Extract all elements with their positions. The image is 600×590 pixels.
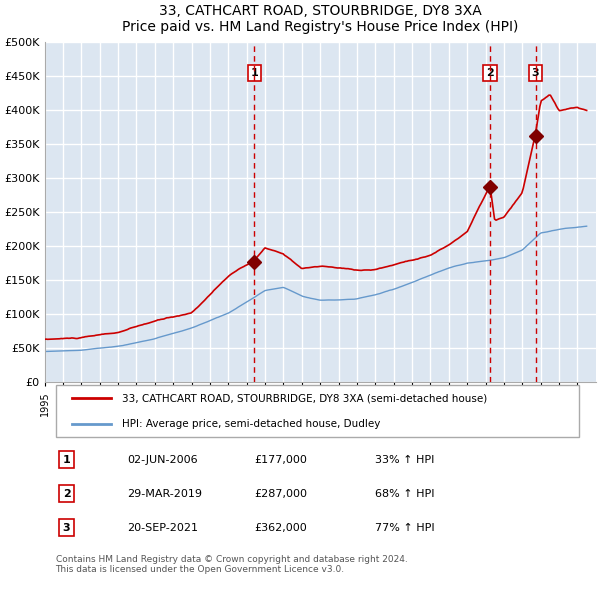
Text: 77% ↑ HPI: 77% ↑ HPI <box>376 523 435 533</box>
Text: 1: 1 <box>63 454 70 464</box>
Text: 3: 3 <box>63 523 70 533</box>
Text: 20-SEP-2021: 20-SEP-2021 <box>127 523 198 533</box>
Text: 02-JUN-2006: 02-JUN-2006 <box>127 454 198 464</box>
Text: 33% ↑ HPI: 33% ↑ HPI <box>376 454 434 464</box>
Text: 68% ↑ HPI: 68% ↑ HPI <box>376 489 435 499</box>
Text: 1: 1 <box>251 68 258 78</box>
Text: £177,000: £177,000 <box>254 454 307 464</box>
Text: 2: 2 <box>63 489 70 499</box>
Text: Contains HM Land Registry data © Crown copyright and database right 2024.
This d: Contains HM Land Registry data © Crown c… <box>56 555 407 574</box>
Text: £362,000: £362,000 <box>254 523 307 533</box>
Text: 33, CATHCART ROAD, STOURBRIDGE, DY8 3XA (semi-detached house): 33, CATHCART ROAD, STOURBRIDGE, DY8 3XA … <box>122 394 487 404</box>
Text: £287,000: £287,000 <box>254 489 307 499</box>
Text: 3: 3 <box>532 68 539 78</box>
Text: HPI: Average price, semi-detached house, Dudley: HPI: Average price, semi-detached house,… <box>122 419 380 429</box>
Text: 2: 2 <box>486 68 494 78</box>
Text: 29-MAR-2019: 29-MAR-2019 <box>127 489 202 499</box>
Title: 33, CATHCART ROAD, STOURBRIDGE, DY8 3XA
Price paid vs. HM Land Registry's House : 33, CATHCART ROAD, STOURBRIDGE, DY8 3XA … <box>122 4 518 34</box>
FancyBboxPatch shape <box>56 385 579 437</box>
